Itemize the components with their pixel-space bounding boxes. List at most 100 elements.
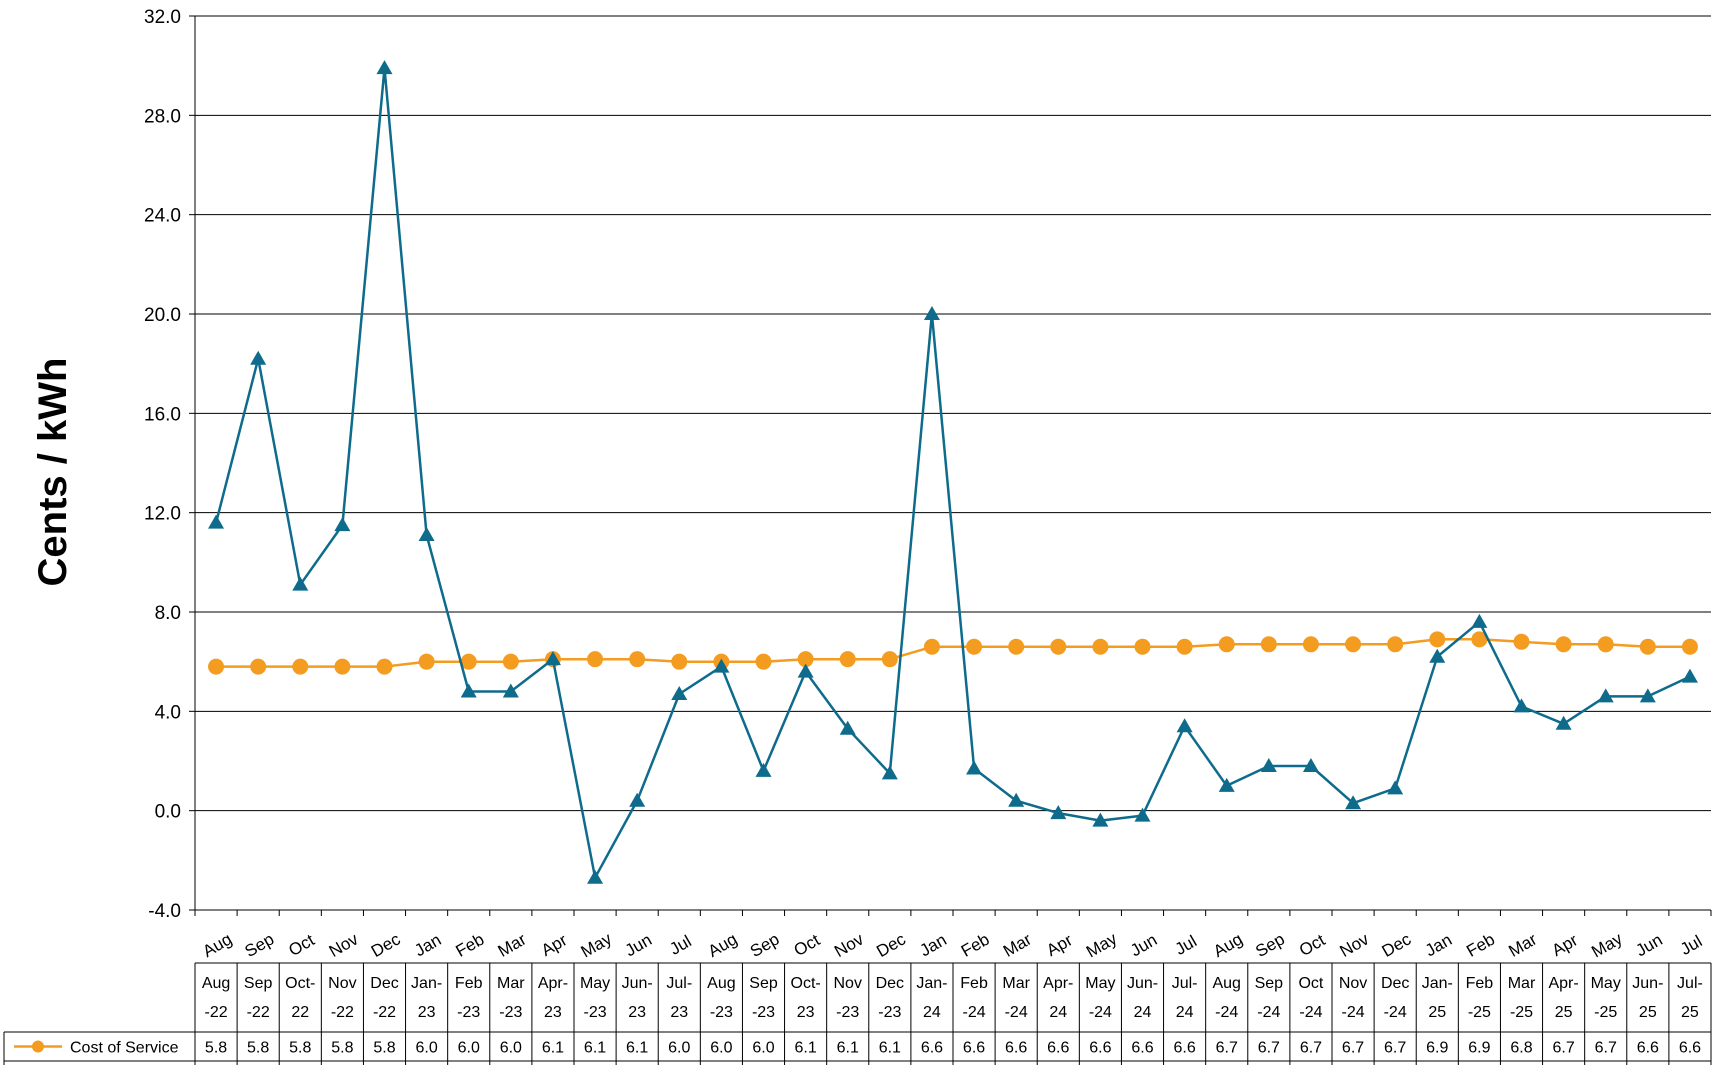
x-tick-label: Sep [747,929,783,961]
series-point [1681,638,1698,655]
series-point [544,651,561,666]
series-point [1387,780,1404,795]
y-tick-label: 20.0 [144,305,181,326]
table-header-label: -23 [457,1004,480,1021]
table-header-label: May [580,975,610,992]
table-header-label: -25 [1594,1004,1617,1021]
table-header-label: 24 [1134,1004,1152,1021]
table-cell: 6.7 [1300,1040,1322,1057]
x-tick-label: Nov [831,929,867,961]
series-point [1555,715,1572,730]
table-header-label: Feb [1466,975,1494,992]
series-point [587,651,604,668]
y-tick-label: 28.0 [144,106,181,127]
series-point [1008,638,1025,655]
series-point [671,685,688,700]
series-line-1 [216,638,1690,668]
series-point [1597,636,1614,653]
series-point [1008,792,1025,807]
series-point [1429,648,1446,663]
x-tick-label: Mar [1000,930,1035,961]
series-line-2 [214,66,1691,879]
table-header-label: Jun- [622,975,653,992]
table-header-label: Sep [1255,975,1284,992]
series-point [460,653,477,670]
series-point [1260,757,1277,772]
series-point [292,576,309,591]
table-header-label: 23 [544,1004,562,1021]
series-point [1513,633,1530,650]
table-cell: 6.6 [1637,1040,1659,1057]
series-point [1134,638,1151,655]
series-point [629,792,646,807]
series-point [1345,636,1362,653]
series-point [587,869,604,884]
table-header-label: Oct [1298,975,1323,992]
table-cell: 5.8 [331,1040,353,1057]
series-point [1176,638,1193,655]
table-cell: 6.9 [1468,1040,1490,1057]
table-header-label: -24 [1384,1004,1407,1021]
table-header-label: -23 [752,1004,775,1021]
series-point [208,658,225,675]
series-point [418,527,435,542]
x-tick-labels: Aug Sep Oct Nov Dec Jan Feb Mar Apr May Jun Jul Aug S… [199,929,1705,962]
x-tick-label: Aug [199,929,235,961]
series-point [1429,631,1446,648]
table-cell: 6.7 [1342,1040,1364,1057]
y-tick-label: 12.0 [144,504,181,525]
series-point [755,762,772,777]
table-header-label: Jul- [1172,975,1198,992]
table-header-label: Aug [202,975,230,992]
table-header-label: 23 [670,1004,688,1021]
series-point [1218,777,1235,792]
series-point [292,658,309,675]
series-point [1597,688,1614,703]
x-tick-label: Sep [242,929,278,961]
table-header-label: Apr- [1548,975,1578,992]
x-tick-label: Aug [705,929,741,961]
gridlines [195,15,1711,911]
series-point [1218,636,1235,653]
series-point [1176,718,1193,733]
table-header-label: 25 [1555,1004,1573,1021]
x-tick-label: Jan [917,930,950,960]
axes [189,15,1712,916]
table-header-label: Sep [244,975,273,992]
table-header-label: Oct- [791,975,821,992]
x-tick-label: Apr [1549,930,1582,960]
table-cell: 6.7 [1384,1040,1406,1057]
table-header-label: -24 [1089,1004,1112,1021]
table-header-label: 22 [291,1004,309,1021]
table-cell: 6.6 [1089,1040,1111,1057]
series-point [1639,688,1656,703]
series-point [1050,638,1067,655]
series-point [1302,757,1319,772]
x-tick-label: Oct [791,930,824,960]
series-point [1555,636,1572,653]
table-header-label: 24 [1176,1004,1194,1021]
x-tick-label: Mar [495,930,530,961]
y-tick-label: -4.0 [148,901,181,922]
table-header-label: Jun- [1632,975,1663,992]
table-header-label: Jun- [1127,975,1158,992]
x-tick-label: Dec [368,929,404,961]
table-header-label: Mar [1002,975,1030,992]
table-header-label: -22 [331,1004,354,1021]
series-point [1092,812,1109,827]
series-point [502,683,519,698]
table-header-label: 24 [1049,1004,1067,1021]
x-tick-label: Jul [1677,932,1705,959]
table-cell: 6.1 [837,1040,859,1057]
table-header-label: Mar [1508,975,1536,992]
x-tick-label: Jun [1632,930,1665,960]
table-header-label: Dec [1381,975,1409,992]
table-header-label: -23 [878,1004,901,1021]
series-point [1345,795,1362,810]
table-header-label: Dec [876,975,904,992]
table-cell: 6.1 [794,1040,816,1057]
series-point [1092,638,1109,655]
table-cell: 5.8 [247,1040,269,1057]
series-point [966,760,983,775]
series-point [1387,636,1404,653]
